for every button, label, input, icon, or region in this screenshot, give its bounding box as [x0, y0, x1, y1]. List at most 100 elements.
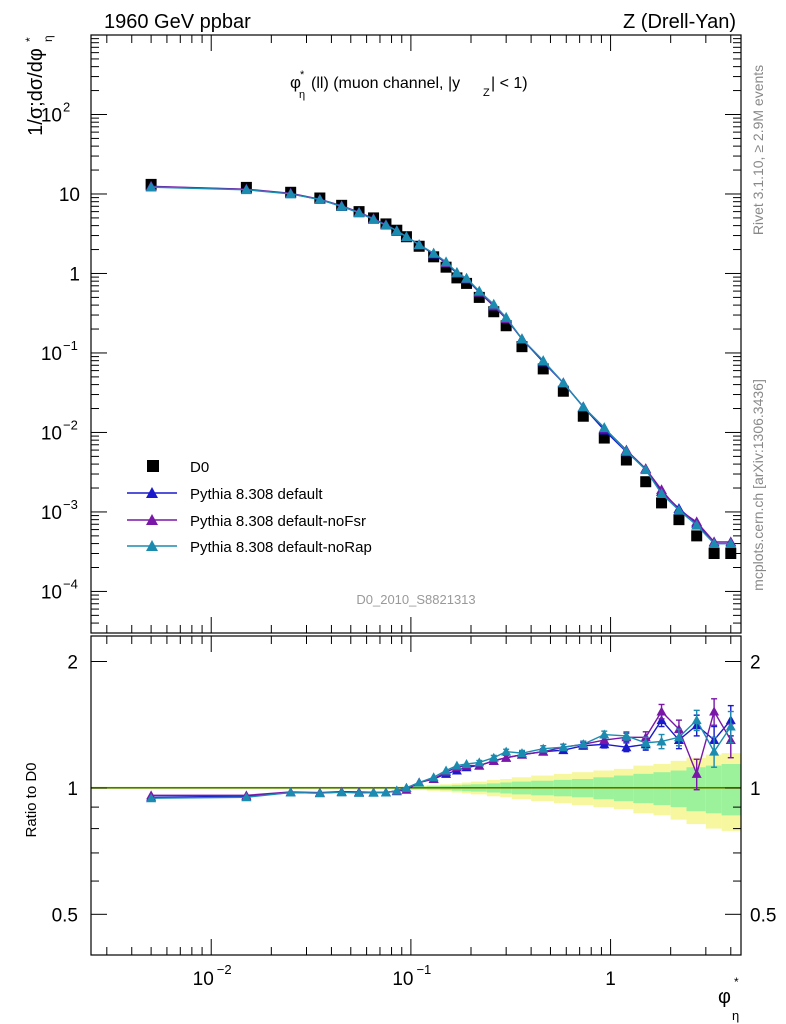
mc-norap-point	[473, 285, 485, 296]
mcplots-label: mcplots.cern.ch [arXiv:1306.3436]	[750, 379, 766, 591]
mc-norap-point	[708, 538, 720, 548]
y-tick-label-exponent: −1	[63, 338, 78, 353]
ratio-uncertainty-band	[91, 753, 741, 831]
mc-norap-ratio-point	[725, 721, 736, 731]
mc-norap-ratio-point	[241, 792, 252, 802]
mc-norap-point	[336, 200, 348, 211]
legend-marker-mc2	[146, 514, 158, 525]
main-frame	[90, 34, 742, 634]
band-inner-bin	[721, 764, 741, 816]
mc-norap-ratio-point	[285, 787, 296, 797]
mc-norap-point	[145, 181, 157, 192]
mc-norap-point	[353, 207, 365, 218]
data-point-d0	[725, 548, 737, 560]
x-tick-label: 1	[605, 969, 616, 990]
y-tick-label-ratio: 2	[67, 652, 78, 673]
data-point-d0	[673, 514, 685, 526]
mc-norap-ratio-point	[474, 757, 485, 767]
mc-norap-point	[516, 333, 528, 344]
mc-nofsr-ratio-point	[599, 735, 610, 745]
mc-nofsr-ratio-point	[501, 752, 512, 762]
header-left: 1960 GeV ppbar	[104, 11, 251, 33]
mc-norap-ratio-point	[414, 777, 425, 787]
y-tick-label-ratio-right: 0.5	[750, 905, 776, 926]
ratio-panel-axes: 10 −2 10 −1 10.5 0.51 12 2	[52, 635, 776, 990]
mc-norap-point	[537, 355, 549, 366]
svg-text:*: *	[734, 975, 739, 989]
mc-norap-ratio-point	[314, 788, 325, 798]
mc-norap-ratio-point	[558, 742, 569, 752]
mc-norap-point	[413, 239, 425, 250]
mc-norap-ratio-point	[391, 785, 402, 795]
y-tick-label-ratio: 1	[67, 779, 78, 800]
data-point-d0	[516, 341, 528, 353]
svg-text:1/σ;dσ/dφ: 1/σ;dσ/dφ	[25, 48, 47, 136]
x-axis-label: φ * η	[718, 975, 739, 1023]
y-tick-label: 10	[41, 582, 62, 603]
mc-norap-ratio-point	[368, 787, 379, 797]
x-tick-label: 10	[193, 969, 214, 990]
rivet-label: Rivet 3.1.10, ≥ 2.9M events	[750, 65, 766, 235]
mc-norap-point	[440, 256, 452, 267]
mc-norap-ratio-point	[336, 787, 347, 797]
mc-norap-ratio-point	[461, 759, 472, 769]
subtitle: φ * η (ll) (muon channel, |y Z | < 1)	[290, 69, 528, 101]
legend-marker-mc1	[146, 487, 158, 498]
data-point-d0	[708, 548, 720, 560]
mc-nofsr-ratio-point	[709, 706, 720, 716]
data-point-d0	[656, 497, 668, 509]
svg-text:*: *	[300, 69, 305, 81]
data-point-d0	[691, 530, 703, 542]
mc-norap-ratio-point	[401, 782, 412, 792]
x-tick-label: 10	[392, 969, 413, 990]
svg-text:η: η	[299, 89, 305, 101]
main-panel-marks	[145, 178, 737, 560]
y-tick-label-exponent: −2	[63, 417, 78, 432]
y-tick-label-ratio: 0.5	[52, 905, 78, 926]
mc-norap-point	[314, 194, 326, 204]
data-point-d0	[598, 432, 610, 444]
data-point-d0	[473, 291, 485, 303]
data-point-d0	[577, 410, 589, 422]
svg-text:η: η	[41, 35, 55, 42]
mc-nofsr-ratio-point	[656, 706, 667, 716]
legend-label-data: D0	[190, 459, 209, 476]
legend-label-mc1: Pythia 8.308 default	[190, 486, 323, 503]
mc-norap-ratio-point	[538, 743, 549, 753]
svg-text:φ: φ	[290, 73, 301, 92]
data-point-d0	[451, 272, 463, 284]
mc-norap-point	[577, 401, 589, 412]
mc-norap-ratio-point	[640, 737, 651, 747]
mc-norap-point	[451, 266, 463, 277]
y-tick-label: 10	[41, 344, 62, 365]
subtitle-tail: | < 1)	[491, 75, 528, 92]
y-tick-label: 1	[69, 264, 80, 285]
mc-norap-point	[691, 519, 703, 530]
mc-norap-ratio-point	[428, 772, 439, 782]
legend: D0 Pythia 8.308 default Pythia 8.308 def…	[127, 459, 372, 556]
ratio-panel-marks	[146, 698, 736, 803]
mc-norap-ratio-point	[578, 739, 589, 749]
y-tick-label-ratio-right: 1	[750, 779, 761, 800]
y-tick-label: 10	[41, 503, 62, 524]
data-point-d0	[537, 363, 549, 375]
ratio-frame	[90, 635, 742, 956]
data-point-d0	[640, 476, 652, 488]
y-axis-label-main: 1/σ;dσ/dφ * η	[23, 35, 55, 136]
mc-norap-ratio-point	[516, 748, 527, 758]
svg-text:*: *	[23, 37, 37, 42]
mc-norap-ratio-point	[354, 787, 365, 797]
y-tick-label-exponent: −3	[63, 497, 78, 512]
y-tick-label-exponent: −4	[63, 576, 78, 591]
subtitle-text: (ll) (muon channel, |y	[311, 75, 460, 92]
mc-norap-point	[368, 213, 380, 224]
y-tick-label: 10	[41, 423, 62, 444]
mc-norap-point	[488, 298, 500, 309]
y-tick-label: 10	[59, 185, 80, 206]
svg-text:Z: Z	[483, 87, 490, 99]
analysis-watermark: D0_2010_S8821313	[356, 592, 475, 607]
mc-nofsr-ratio-line	[151, 709, 732, 797]
mc-norap-point	[461, 272, 473, 283]
